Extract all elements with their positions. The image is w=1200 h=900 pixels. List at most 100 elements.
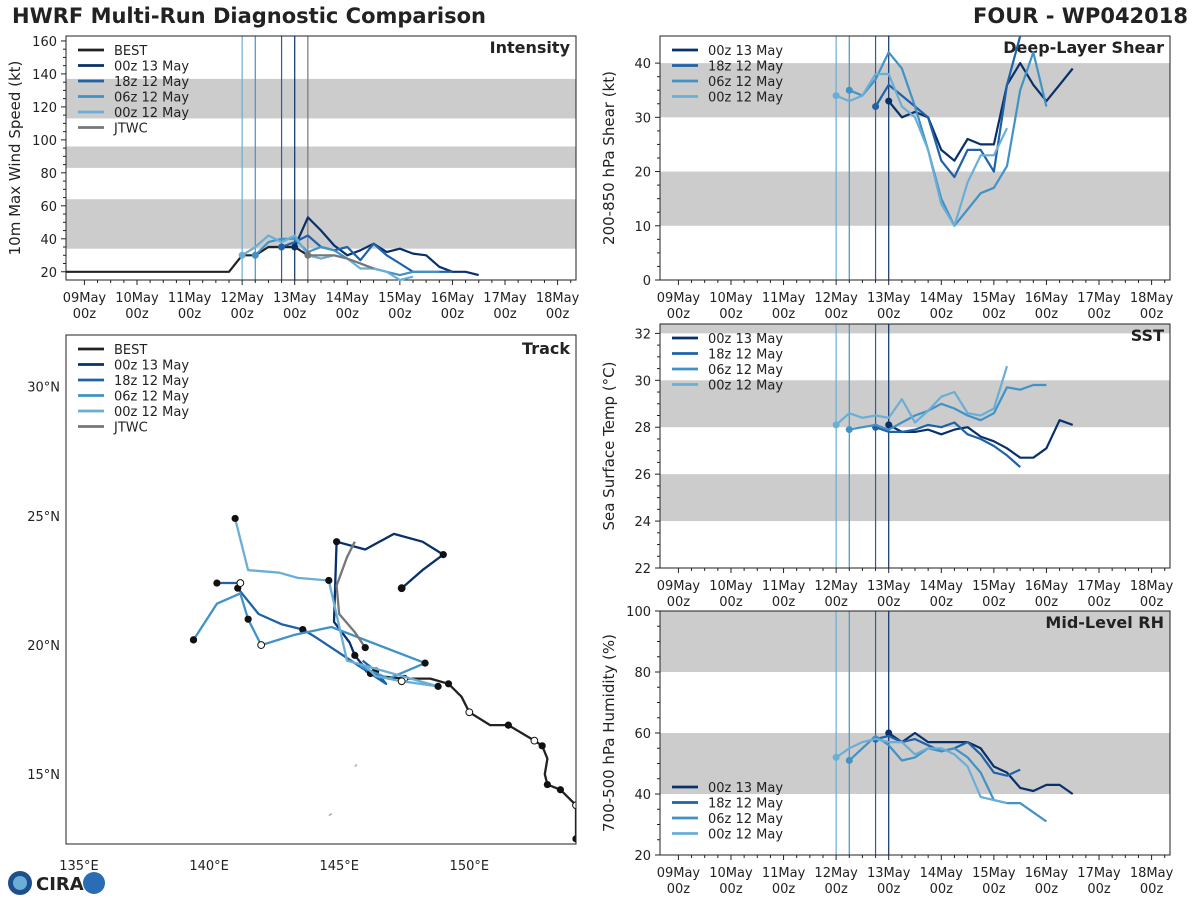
- rh-series-00z-12-may: [835, 737, 1008, 805]
- intensity-start-marker-00z-13-may: [291, 243, 299, 251]
- sst-xtick-label-day-4: 13May: [867, 579, 911, 594]
- shear-start-marker-06z-12-may: [845, 86, 853, 94]
- intensity-xtick-label-day-0: 09May: [63, 291, 107, 306]
- track-xtick-label-135: 135°E: [59, 859, 99, 874]
- intensity-xtick-label-hour-5: 00z: [336, 307, 360, 322]
- rh-xtick-label-day-3: 12May: [814, 866, 858, 881]
- intensity-legend-label-jtwc: JTWC: [113, 122, 148, 137]
- track-panel: 135°E 140°E 145°E 150°E 15°N 20°N 25°N 30°N Trac…: [27, 334, 577, 874]
- intensity-xtick-label-hour-4: 00z: [283, 307, 307, 322]
- track-ytick-label-30: 30°N: [27, 381, 60, 396]
- track-series-06z-12-may: [192, 592, 427, 680]
- shear-xtick-label-day-1: 10May: [709, 291, 753, 306]
- intensity-xtick-label-day-5: 14May: [326, 291, 370, 306]
- shear-xtick-label-day-5: 14May: [920, 291, 964, 306]
- intensity-series-best: [66, 245, 309, 273]
- track-end-point-00z-12-may: [231, 514, 239, 523]
- track-islands: [328, 763, 358, 817]
- shear-band-0: [660, 171, 1170, 226]
- intensity-series-00z-13-may: [293, 216, 479, 277]
- intensity-legend-label-best: BEST: [114, 44, 147, 59]
- track-point-open-best: [465, 708, 474, 717]
- track-plot-area: [189, 514, 576, 843]
- track-xtick-label-145: 145°E: [319, 859, 359, 874]
- shear-xtick-label-hour-2: 00z: [772, 307, 796, 322]
- shear-xtick-label-hour-0: 00z: [667, 307, 691, 322]
- intensity-start-marker-00z-12-may: [238, 251, 246, 259]
- intensity-start-marker-06z-12-may: [251, 251, 259, 259]
- shear-start-marker-18z-12-may: [872, 102, 880, 110]
- shear-title: Deep-Layer Shear: [1003, 38, 1164, 57]
- sst-band-2: [660, 324, 1170, 334]
- track-point-00z-13-may: [351, 651, 359, 659]
- shear-xtick-label-hour-1: 00z: [719, 307, 743, 322]
- rh-xtick-label-day-9: 18May: [1130, 866, 1174, 881]
- intensity-ytick-label-140: 140: [32, 68, 57, 83]
- sst-xtick-label-day-7: 16May: [1025, 579, 1069, 594]
- track-legend-label-00z-12-may: 00z 12 May: [114, 405, 189, 420]
- rh-xtick-label-hour-0: 00z: [667, 882, 691, 897]
- intensity-xtick-label-day-7: 16May: [431, 291, 475, 306]
- intensity-series-00z-12-may: [241, 234, 414, 282]
- shear-ytick-label-10: 10: [634, 220, 651, 235]
- rh-xtick-label-day-0: 09May: [657, 866, 701, 881]
- track-point-open-00z-12-may: [397, 677, 406, 686]
- intensity-series-jtwc: [307, 254, 374, 270]
- sst-xtick-label-hour-1: 00z: [719, 595, 743, 610]
- intensity-legend-label-00z-12-may: 00z 12 May: [114, 106, 189, 121]
- sst-series-18z-12-may: [875, 421, 1021, 468]
- sst-xtick-label-day-1: 10May: [709, 579, 753, 594]
- shear-legend-label-00z-12-may: 00z 12 May: [708, 91, 783, 106]
- intensity-xtick-label-day-6: 15May: [378, 291, 422, 306]
- track-axes-frame: [65, 334, 577, 845]
- intensity-xtick-label-hour-8: 00z: [493, 307, 517, 322]
- shear-xtick-label-day-4: 13May: [867, 291, 911, 306]
- sst-xtick-label-hour-9: 00z: [1140, 595, 1164, 610]
- intensity-start-marker-18z-12-may: [278, 243, 286, 251]
- track-point-06z-12-may: [421, 659, 429, 667]
- rh-ytick-label-20: 20: [634, 849, 651, 864]
- rh-xtick-label-hour-6: 00z: [982, 882, 1006, 897]
- sst-xtick-label-hour-8: 00z: [1087, 595, 1111, 610]
- track-legend-label-jtwc: JTWC: [113, 421, 148, 436]
- cira-logo-emblem: [83, 872, 105, 894]
- rh-xtick-label-day-5: 14May: [920, 866, 964, 881]
- track-end-point-00z-13-may: [398, 584, 406, 592]
- rh-ytick-label-100: 100: [626, 605, 651, 620]
- shear-xtick-label-day-9: 18May: [1130, 291, 1174, 306]
- shear-series-00z-13-may: [887, 61, 1074, 162]
- intensity-legend-label-18z-12-may: 18z 12 May: [114, 75, 189, 90]
- track-point-00z-12-may: [325, 576, 333, 585]
- sst-legend-label-00z-13-may: 00z 13 May: [708, 332, 783, 347]
- sst-ytick-label-26: 26: [634, 468, 651, 483]
- rh-band-0: [660, 733, 1170, 794]
- rh-xtick-label-day-2: 11May: [762, 866, 806, 881]
- track-legend-label-18z-12-may: 18z 12 May: [114, 374, 189, 389]
- track-end-point-18z-12-may: [213, 579, 221, 587]
- intensity-xtick-label-day-2: 11May: [168, 291, 212, 306]
- intensity-ytick-label-40: 40: [40, 233, 57, 248]
- intensity-xtick-label-day-4: 13May: [273, 291, 317, 306]
- track-point-best: [504, 721, 512, 729]
- rh-ytick-label-80: 80: [634, 666, 651, 681]
- intensity-ytick-label-80: 80: [40, 167, 57, 182]
- shear-xtick-label-hour-7: 00z: [1035, 307, 1059, 322]
- intensity-xtick-label-hour-0: 00z: [73, 307, 97, 322]
- track-series-00z-12-may: [233, 518, 440, 688]
- rh-start-marker-06z-12-may: [845, 756, 853, 764]
- intensity-ylabel: 10m Max Wind Speed (kt): [6, 61, 24, 256]
- rh-band-1: [660, 611, 1170, 672]
- rh-start-marker-00z-12-may: [832, 753, 840, 761]
- track-point-best: [572, 835, 576, 843]
- sst-band-1: [660, 380, 1170, 428]
- shear-xtick-label-hour-6: 00z: [982, 307, 1006, 322]
- intensity-ytick-label-100: 100: [32, 134, 57, 149]
- rh-legend-label-00z-13-may: 00z 13 May: [708, 781, 783, 796]
- rh-ytick-label-40: 40: [634, 788, 651, 803]
- rh-legend-label-18z-12-may: 18z 12 May: [708, 797, 783, 812]
- rh-start-marker-00z-13-may: [885, 729, 893, 737]
- intensity-legend-label-06z-12-may: 06z 12 May: [114, 91, 189, 106]
- rh-xtick-label-hour-5: 00z: [930, 882, 954, 897]
- intensity-band-2: [66, 78, 576, 119]
